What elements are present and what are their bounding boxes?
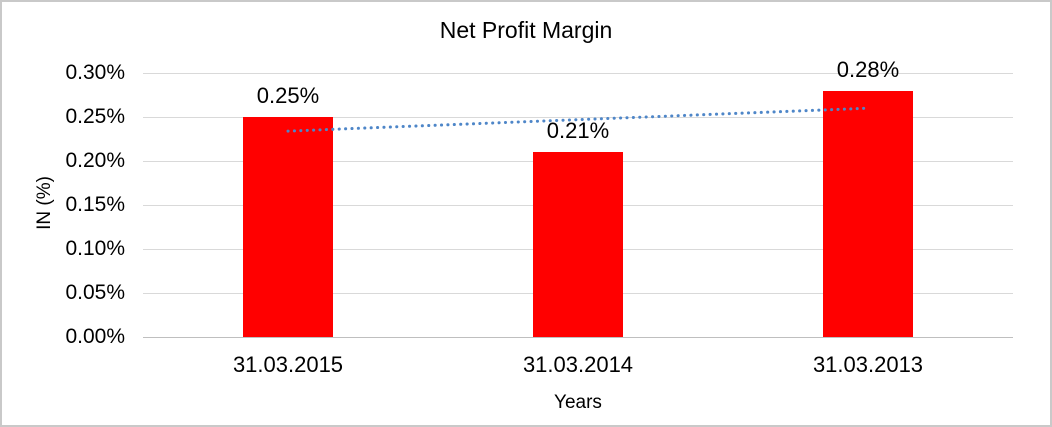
chart-title: Net Profit Margin xyxy=(439,17,613,43)
data-label: 0.25% xyxy=(256,83,320,108)
data-label: 0.28% xyxy=(836,57,900,82)
x-axis-title: Years xyxy=(554,392,602,413)
x-axis: 31.03.2015 31.03.2014 31.03.2013 xyxy=(143,353,1013,379)
y-tick-label: 0.00% xyxy=(65,325,125,348)
bar xyxy=(533,152,623,337)
bar xyxy=(823,91,913,337)
bar xyxy=(243,117,333,337)
y-tick-label: 0.30% xyxy=(65,61,125,84)
y-tick-label: 0.15% xyxy=(65,193,125,216)
trendline xyxy=(286,106,870,133)
gridline xyxy=(143,117,1013,118)
x-axis-line xyxy=(143,337,1013,338)
y-axis: 0.30% 0.25% 0.20% 0.15% 0.10% 0.05% 0.00% xyxy=(2,61,143,348)
x-tick-label: 31.03.2014 xyxy=(522,352,634,377)
plot-area: 0.25% 0.21% 0.28% xyxy=(143,58,1013,338)
y-axis-title: IN (%) xyxy=(34,176,55,230)
gridline xyxy=(143,73,1013,74)
y-tick-label: 0.25% xyxy=(65,105,125,128)
x-tick-label: 31.03.2013 xyxy=(812,352,924,377)
data-label: 0.21% xyxy=(546,118,610,143)
x-tick-label: 31.03.2015 xyxy=(232,352,344,377)
y-tick-label: 0.20% xyxy=(65,149,125,172)
y-tick-label: 0.10% xyxy=(65,237,125,260)
y-tick-label: 0.05% xyxy=(65,281,125,304)
